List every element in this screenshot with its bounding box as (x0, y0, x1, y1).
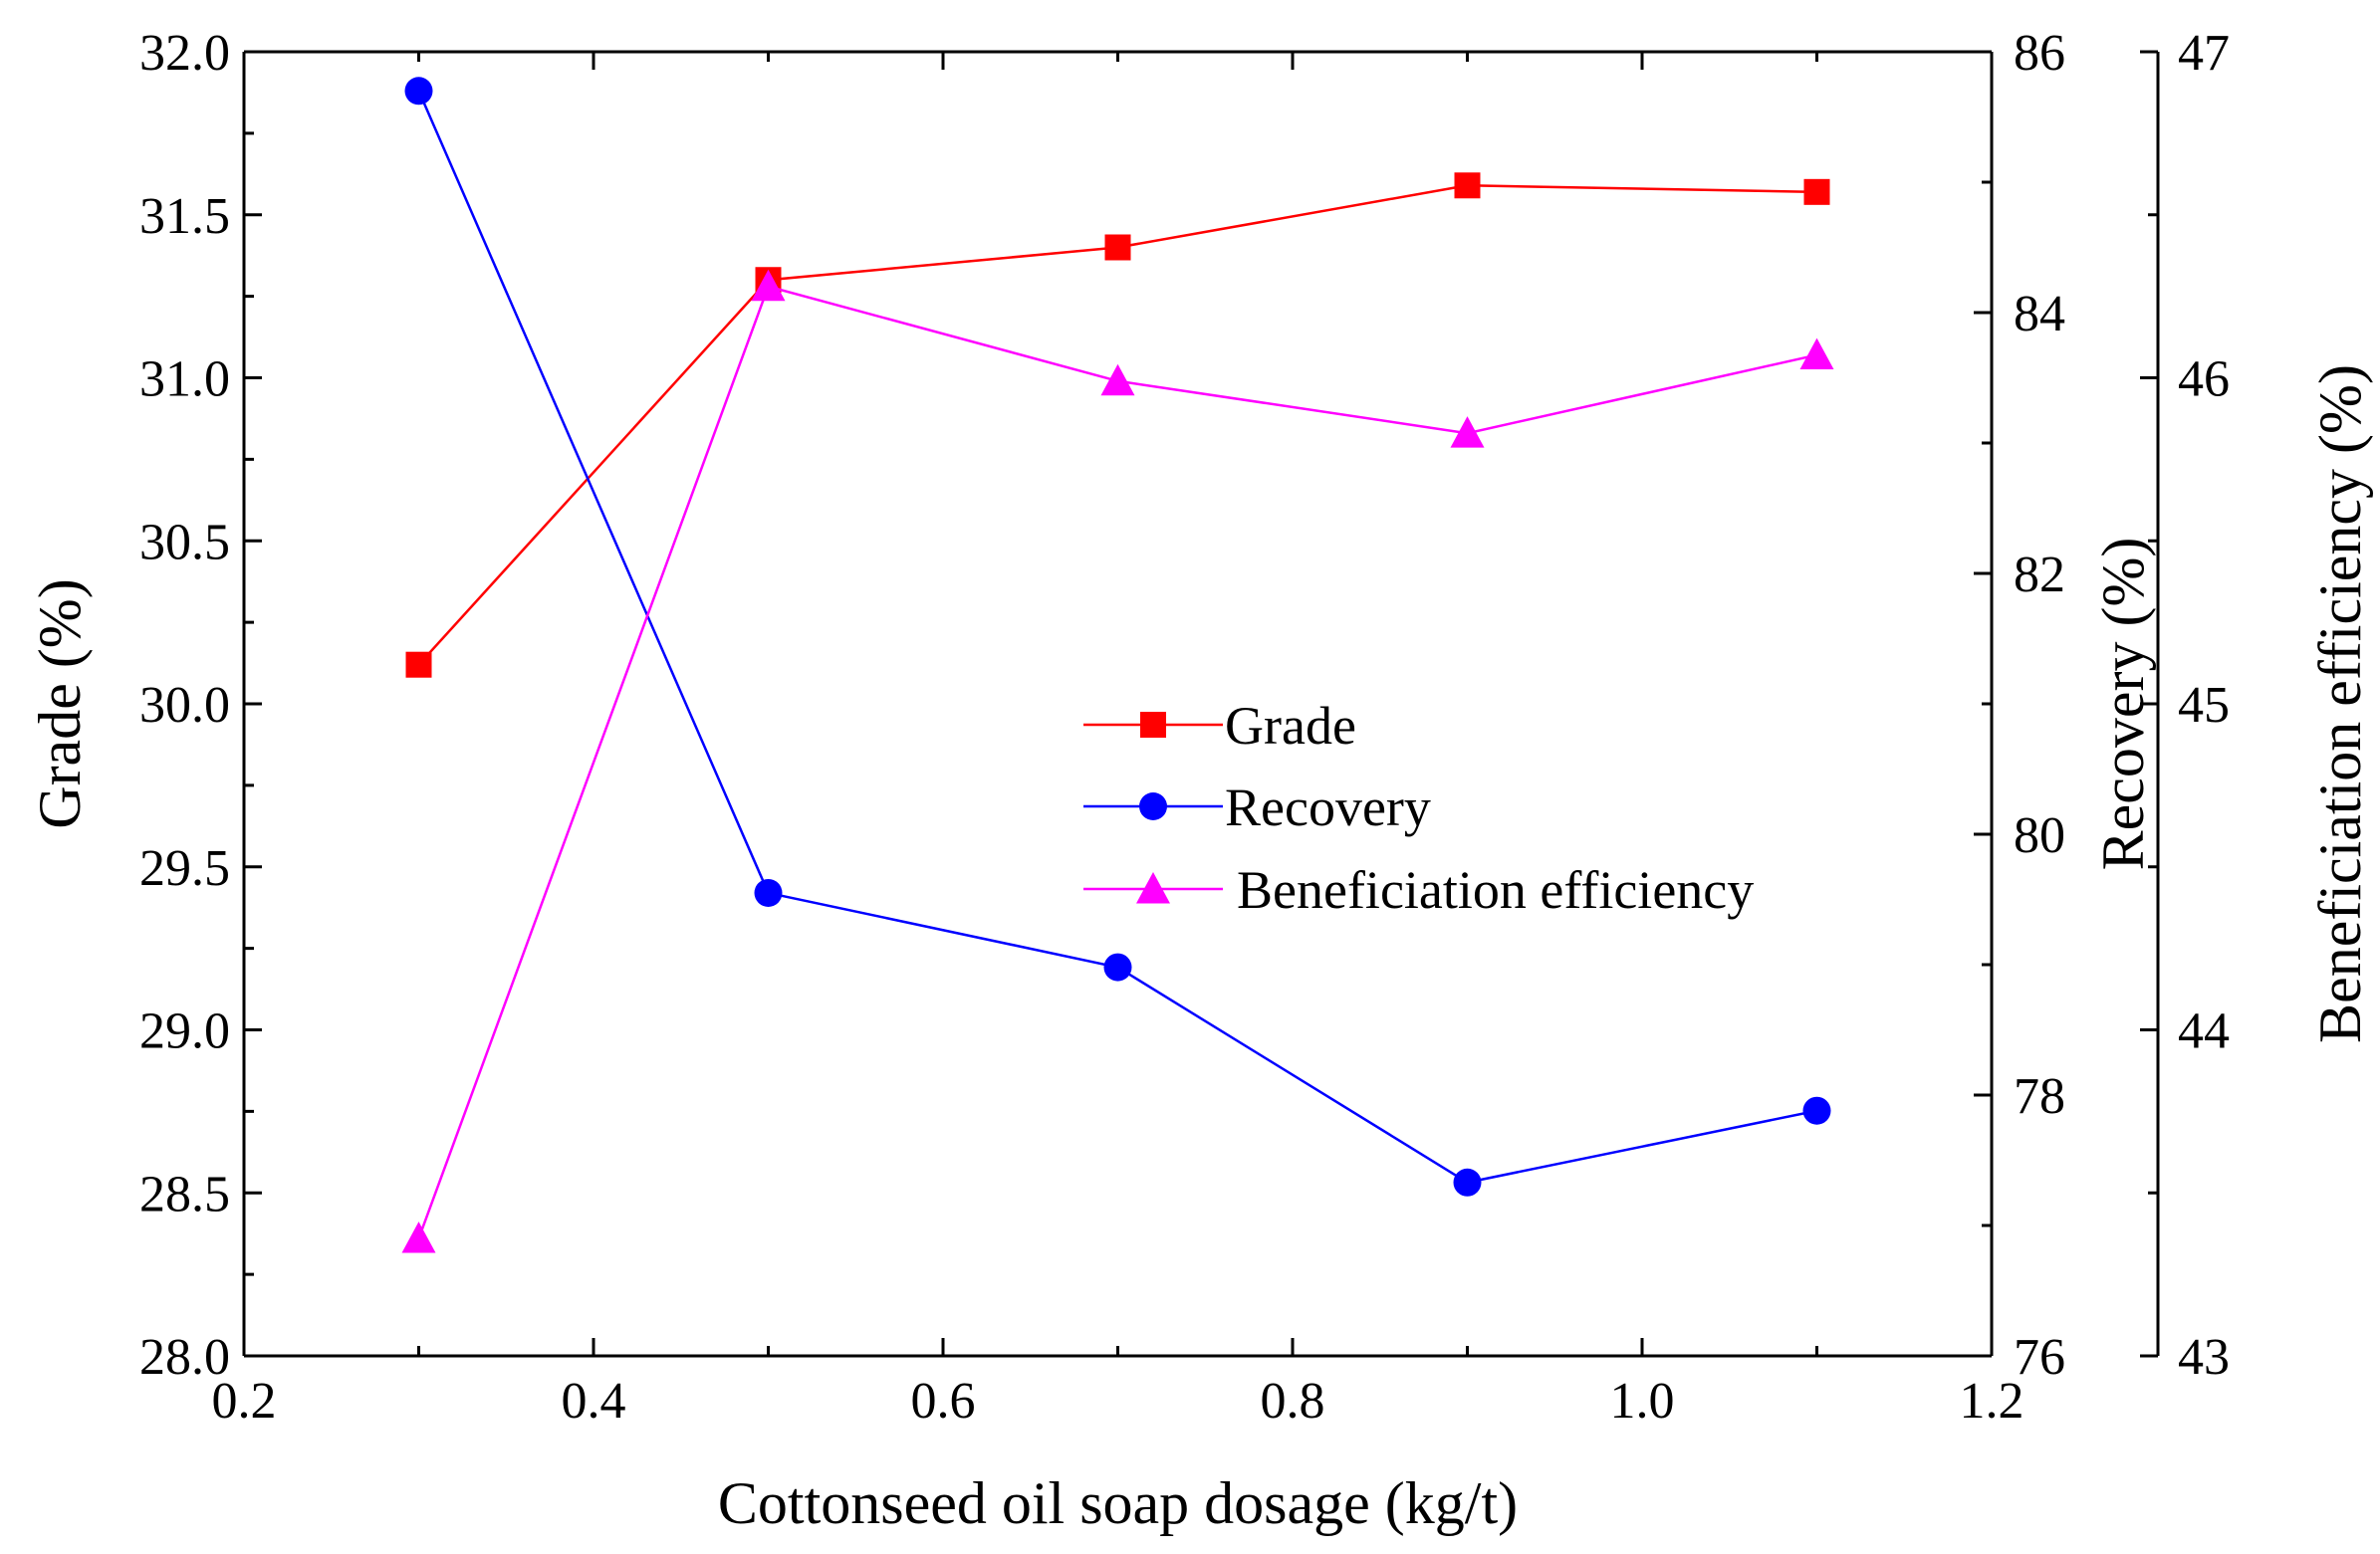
recovery-data-point (404, 77, 433, 106)
efficiency-y-tick-label: 46 (2178, 351, 2230, 408)
efficiency-y-tick-label: 44 (2178, 1003, 2230, 1060)
grade-data-point (1803, 178, 1830, 205)
recovery-y-tick-label: 84 (2014, 286, 2065, 342)
x-tick-label: 0.2 (212, 1373, 277, 1430)
series-layer (401, 77, 1834, 1253)
legend-grade-label: Grade (1225, 696, 1356, 756)
recovery-y-tick-label: 80 (2014, 807, 2065, 864)
recovery-y-tick-label: 82 (2014, 547, 2065, 603)
grade-y-tick-label: 31.5 (139, 188, 230, 245)
efficiency-y-tick-label: 47 (2178, 25, 2230, 82)
grade-y-tick-label: 29.5 (139, 840, 230, 897)
beneficiation-series-line (417, 285, 1817, 1239)
efficiency-axis-title: Beneficiation efficiency (%) (2307, 364, 2373, 1043)
x-tick-label: 1.0 (1610, 1373, 1675, 1430)
efficiency-y-tick-label: 43 (2178, 1329, 2230, 1386)
grade-y-tick-label: 29.0 (139, 1003, 230, 1060)
efficiency-y-tick-label: 45 (2178, 677, 2230, 734)
recovery-y-tick-label: 76 (2014, 1329, 2065, 1386)
beneficiation-data-point (751, 269, 786, 302)
legend-recovery-label: Recovery (1225, 777, 1431, 837)
recovery-data-point (754, 878, 783, 907)
legend-beneficiation-marker (1136, 872, 1170, 904)
x-axis-title: Cottonseed oil soap dosage (kg/t) (718, 1470, 1518, 1536)
beneficiation-data-point (401, 1221, 436, 1253)
legend: Grade Recovery Beneficiation efficiency (1083, 696, 1754, 920)
x-tick-label: 0.6 (911, 1373, 976, 1430)
grade-y-tick-label: 28.0 (139, 1329, 230, 1386)
recovery-axis-title: Recovery (%) (2090, 538, 2156, 871)
recovery-y-tick-label: 78 (2014, 1068, 2065, 1125)
grade-y-tick-label: 30.0 (139, 677, 230, 734)
grade-y-tick-label: 32.0 (139, 25, 230, 82)
grade-y-tick-label: 28.5 (139, 1166, 230, 1222)
grade-data-point (1454, 172, 1481, 199)
grade-data-point (1104, 234, 1131, 261)
recovery-data-point (1453, 1168, 1482, 1197)
x-tick-label: 0.8 (1261, 1373, 1325, 1430)
x-tick-label: 0.4 (562, 1373, 626, 1430)
beneficiation-data-point (1100, 363, 1135, 396)
grade-y-tick-label: 31.0 (139, 351, 230, 408)
grade-axis-title: Grade (%) (27, 578, 93, 829)
recovery-data-point (1103, 953, 1132, 982)
legend-grade-marker (1140, 712, 1166, 738)
axes-layer: 0.2 0.4 0.6 0.8 1.0 1.2 28.0 28.5 29.0 29.5 30.0 30… (27, 25, 2373, 1536)
beneficiation-data-point (1450, 416, 1485, 448)
beneficiation-data-point (1799, 337, 1834, 370)
grade-y-tick-label: 30.5 (139, 514, 230, 570)
recovery-y-tick-label: 86 (2014, 25, 2065, 82)
x-tick-label: 1.2 (1960, 1373, 2024, 1430)
legend-beneficiation-label: Beneficiation efficiency (1237, 860, 1754, 920)
recovery-data-point (1802, 1096, 1831, 1125)
grade-data-point (405, 651, 432, 678)
legend-recovery-marker (1139, 792, 1167, 820)
